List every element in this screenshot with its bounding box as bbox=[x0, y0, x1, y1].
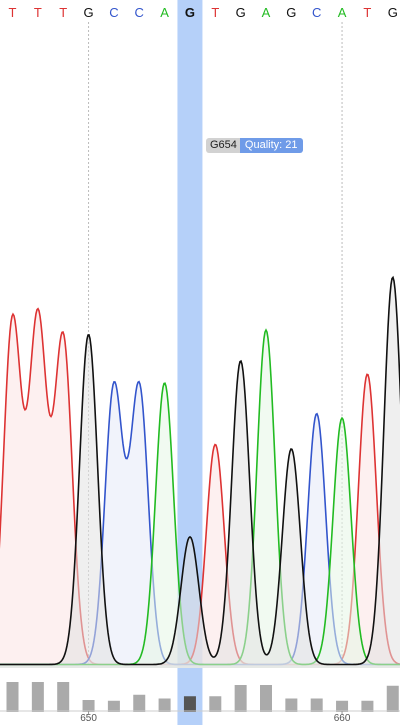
chromatogram-traces bbox=[0, 275, 400, 668]
trace-line-G bbox=[0, 275, 400, 666]
tooltip-quality: Quality: 21 bbox=[239, 138, 303, 153]
quality-bar-650 bbox=[82, 700, 95, 712]
quality-bar-647 bbox=[6, 682, 19, 712]
base-call-659[interactable]: C bbox=[312, 5, 321, 20]
quality-bar-649 bbox=[57, 682, 70, 712]
quality-bar-657 bbox=[260, 685, 272, 712]
base-call-651[interactable]: C bbox=[109, 5, 118, 20]
trace-fill-G bbox=[0, 277, 400, 668]
quality-bar-652 bbox=[133, 694, 146, 712]
quality-bar-653 bbox=[158, 698, 171, 712]
quality-bar-654 bbox=[183, 696, 196, 712]
quality-bar-651 bbox=[107, 700, 120, 712]
base-call-649[interactable]: T bbox=[59, 5, 67, 20]
tooltip-quality-label: Quality: bbox=[244, 139, 283, 151]
tick-label-650: 650 bbox=[80, 713, 97, 724]
tooltip-position: G654 bbox=[206, 138, 240, 153]
base-call-648[interactable]: T bbox=[34, 5, 42, 20]
base-call-652[interactable]: C bbox=[135, 5, 144, 20]
base-call-655[interactable]: T bbox=[211, 5, 219, 20]
base-call-661[interactable]: T bbox=[363, 5, 371, 20]
base-call-662[interactable]: G bbox=[388, 5, 398, 20]
base-call-650[interactable]: G bbox=[83, 5, 93, 20]
base-call-654[interactable]: G bbox=[185, 5, 195, 20]
quality-bar-660 bbox=[336, 700, 349, 712]
quality-bar-row bbox=[6, 682, 399, 712]
quality-bar-656 bbox=[234, 685, 247, 712]
base-call-657[interactable]: A bbox=[262, 5, 271, 20]
tooltip-quality-value: 21 bbox=[285, 139, 298, 151]
base-call-653[interactable]: A bbox=[160, 5, 169, 20]
base-call-656[interactable]: G bbox=[236, 5, 246, 20]
position-axis: 650 660 bbox=[80, 711, 351, 724]
quality-bar-648 bbox=[31, 682, 44, 712]
quality-bar-662 bbox=[386, 685, 399, 712]
base-call-658[interactable]: G bbox=[286, 5, 296, 20]
quality-bar-658 bbox=[285, 698, 298, 712]
base-call-660[interactable]: A bbox=[338, 5, 347, 20]
quality-bar-661 bbox=[361, 700, 374, 712]
base-tooltip: G654 Quality: 21 bbox=[206, 138, 303, 153]
quality-bar-655 bbox=[209, 696, 222, 712]
base-call-647[interactable]: T bbox=[9, 5, 17, 20]
quality-bar-659 bbox=[310, 698, 323, 712]
tick-label-660: 660 bbox=[334, 713, 351, 724]
